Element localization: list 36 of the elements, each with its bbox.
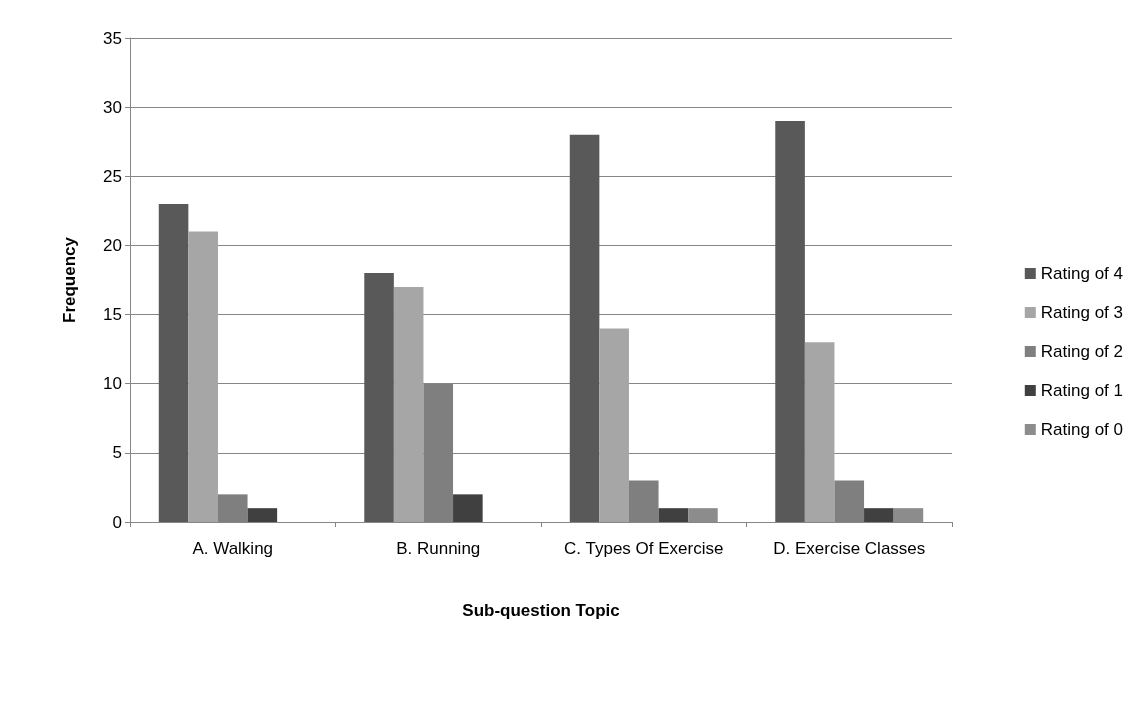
y-tick-label: 30 (103, 97, 122, 117)
legend-label: Rating of 3 (1040, 303, 1124, 322)
y-tick-label: 10 (103, 374, 122, 394)
bar (393, 286, 424, 522)
y-axis-title: Frequency (60, 236, 79, 323)
y-tick-label: 0 (112, 512, 122, 532)
y-tick-label: 5 (112, 443, 122, 463)
y-tick-label: 15 (103, 305, 122, 325)
x-tick-label: A. Walking (192, 539, 274, 558)
bar (158, 203, 189, 522)
bar (217, 494, 248, 522)
legend-label: Rating of 2 (1040, 342, 1124, 361)
y-tick-label: 20 (103, 235, 122, 255)
bar (628, 480, 659, 522)
bar (569, 134, 600, 522)
bar (688, 508, 718, 522)
legend-label: Rating of 4 (1040, 264, 1124, 283)
legend-label: Rating of 0 (1040, 420, 1124, 439)
x-tick-label: B. Running (396, 539, 481, 558)
bar (247, 508, 278, 522)
x-axis-title: Sub-question Topic (462, 601, 620, 620)
bar (453, 494, 483, 522)
bar (864, 508, 894, 522)
bar (658, 508, 689, 522)
x-tick-label: D. Exercise Classes (773, 539, 926, 558)
bar (364, 273, 394, 522)
y-tick-label: 25 (103, 166, 122, 186)
bar (599, 328, 629, 522)
bar (834, 480, 865, 522)
bar (804, 342, 835, 522)
y-tick-label: 35 (103, 28, 122, 48)
legend-label: Rating of 1 (1040, 381, 1124, 400)
bar (775, 120, 805, 522)
x-tick-label: C. Types Of Exercise (564, 539, 724, 558)
bar (893, 508, 924, 522)
bar (188, 231, 218, 522)
